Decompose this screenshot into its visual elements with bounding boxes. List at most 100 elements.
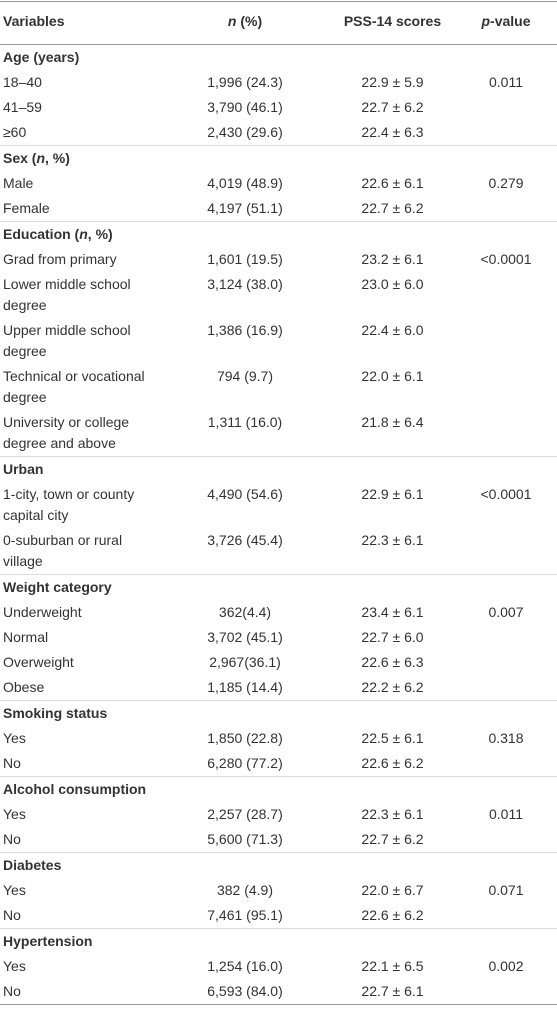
header-cell: Variables — [0, 1, 160, 45]
cell: 22.4 ± 6.3 — [361, 124, 424, 140]
text-run: Smoking status — [3, 705, 108, 721]
data-row: Grad from primary 1,601 (19.5) 23.2 ± 6.1 <… — [0, 247, 557, 272]
section-title: Weight category — [0, 574, 557, 600]
cell: 22.6 ± 6.2 — [361, 907, 424, 923]
row-label: University or college degree and above — [3, 414, 130, 451]
cell: 0.011 — [489, 806, 523, 822]
cell — [455, 95, 557, 120]
cell — [455, 903, 557, 929]
cell: 7,461 (95.1) — [207, 907, 283, 923]
cell: 22.7 ± 6.0 — [361, 629, 424, 645]
row-label: 18–40 — [3, 74, 42, 90]
section-title: Urban — [0, 456, 557, 482]
section-row: Sex (n, %) — [0, 145, 557, 171]
row-label: 41–59 — [3, 99, 42, 115]
cell — [455, 318, 557, 364]
text-run: Urban — [3, 461, 44, 477]
cell — [455, 979, 557, 1005]
row-label: No — [3, 755, 21, 771]
section-title: Hypertension — [0, 928, 557, 954]
cell: 4,490 (54.6) — [207, 486, 283, 502]
cell — [455, 650, 557, 675]
text-run: Alcohol consumption — [3, 781, 147, 797]
cell: 22.2 ± 6.2 — [361, 679, 424, 695]
row-label: 1-city, town or county capital city — [3, 486, 135, 523]
cell: 3,124 (38.0) — [207, 276, 283, 292]
cell: 794 (9.7) — [216, 368, 274, 384]
text-run: PSS-14 scores — [343, 13, 442, 29]
text-run: , %) — [87, 226, 113, 242]
data-row: 0-suburban or rural village 3,726 (45.4) 2… — [0, 528, 557, 575]
text-run: p — [481, 13, 491, 29]
header-cell: PSS-14 scores — [330, 1, 455, 45]
data-row: No 5,600 (71.3) 22.7 ± 6.2 — [0, 827, 557, 853]
cell: 1,850 (22.8) — [207, 730, 283, 746]
cell: 2,257 (28.7) — [207, 806, 283, 822]
table-header: Variables n (%) PSS-14 scores p-value — [0, 1, 557, 45]
text-run: n — [227, 13, 237, 29]
data-row: Yes 382 (4.9) 22.0 ± 6.7 0.071 — [0, 878, 557, 903]
cell — [455, 272, 557, 318]
cell: 2,430 (29.6) — [207, 124, 283, 140]
cell: 22.4 ± 6.0 — [361, 322, 424, 338]
data-row: 41–59 3,790 (46.1) 22.7 ± 6.2 — [0, 95, 557, 120]
cell — [455, 675, 557, 701]
section-title: Age (years) — [0, 44, 557, 70]
cell: 22.9 ± 6.1 — [361, 486, 424, 502]
cell: 362(4.4) — [218, 604, 272, 620]
cell: 0.279 — [488, 175, 524, 191]
cell: 22.6 ± 6.1 — [361, 175, 424, 191]
cell: 22.6 ± 6.2 — [361, 755, 424, 771]
cell: 2,967(36.1) — [209, 654, 281, 670]
text-run: n — [36, 150, 46, 166]
row-label: Lower middle school degree — [3, 276, 131, 313]
header-row: Variables n (%) PSS-14 scores p-value — [0, 1, 557, 45]
text-run: n — [79, 226, 88, 242]
data-row: University or college degree and above 1,… — [0, 410, 557, 457]
data-row: No 7,461 (95.1) 22.6 ± 6.2 — [0, 903, 557, 929]
section-row: Alcohol consumption — [0, 776, 557, 802]
data-row: Yes 1,850 (22.8) 22.5 ± 6.1 0.318 — [0, 726, 557, 751]
section-title: Diabetes — [0, 852, 557, 878]
cell — [455, 827, 557, 853]
cell: 22.1 ± 6.5 — [361, 958, 424, 974]
cell: 1,311 (16.0) — [207, 414, 283, 430]
data-row: 18–40 1,996 (24.3) 22.9 ± 5.9 0.011 — [0, 70, 557, 95]
row-label: 0-suburban or rural village — [3, 532, 123, 569]
section-title: Sex (n, %) — [0, 145, 557, 171]
data-row: No 6,593 (84.0) 22.7 ± 6.1 — [0, 979, 557, 1005]
section-row: Urban — [0, 456, 557, 482]
cell: 3,790 (46.1) — [207, 99, 283, 115]
section-title: Smoking status — [0, 700, 557, 726]
text-run: Sex ( — [3, 150, 37, 166]
row-label: Yes — [3, 882, 26, 898]
section-row: Age (years) — [0, 44, 557, 70]
table-body: Age (years) 18–40 1,996 (24.3) 22.9 ± 5.9 0.… — [0, 44, 557, 1005]
cell: 0.002 — [488, 958, 524, 974]
cell: 23.4 ± 6.1 — [361, 604, 424, 620]
cell: 22.7 ± 6.2 — [361, 831, 424, 847]
data-row: Normal 3,702 (45.1) 22.7 ± 6.0 — [0, 625, 557, 650]
text-run: (%) — [236, 13, 263, 29]
row-label: Yes — [3, 958, 26, 974]
row-label: Female — [3, 200, 50, 216]
text-run: Education ( — [3, 226, 80, 242]
row-label: Yes — [3, 806, 26, 822]
cell — [455, 196, 557, 222]
cell: 4,019 (48.9) — [207, 175, 283, 191]
cell: 6,280 (77.2) — [207, 755, 283, 771]
row-label: Underweight — [3, 604, 82, 620]
cell: 22.7 ± 6.2 — [361, 99, 424, 115]
text-run: Variables — [3, 13, 65, 29]
data-row: Overweight 2,967(36.1) 22.6 ± 6.3 — [0, 650, 557, 675]
text-run: -value — [490, 13, 531, 29]
cell: 22.0 ± 6.7 — [361, 882, 424, 898]
section-row: Education (n, %) — [0, 221, 557, 247]
cell: <0.0001 — [480, 486, 532, 502]
data-row: Yes 2,257 (28.7) 22.3 ± 6.1 0.011 — [0, 802, 557, 827]
data-row: Yes 1,254 (16.0) 22.1 ± 6.5 0.002 — [0, 954, 557, 979]
cell: 3,702 (45.1) — [207, 629, 283, 645]
row-label: Obese — [3, 679, 45, 695]
text-run: Diabetes — [3, 857, 62, 873]
section-row: Smoking status — [0, 700, 557, 726]
